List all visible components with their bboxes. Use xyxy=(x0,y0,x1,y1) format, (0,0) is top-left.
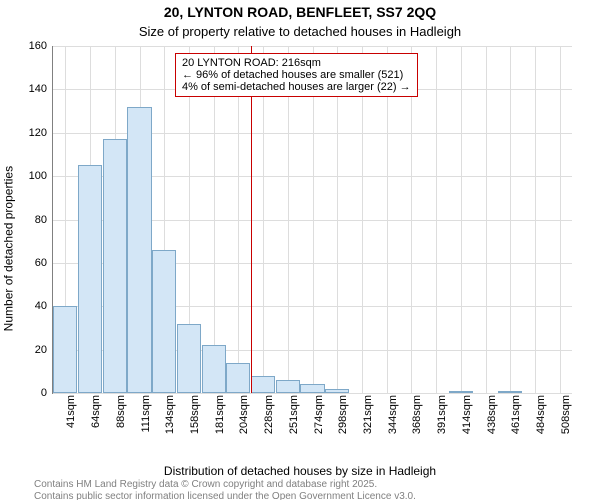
histogram-bar xyxy=(53,306,77,393)
y-tick-label: 60 xyxy=(35,257,53,269)
x-tick-label: 251sqm xyxy=(288,395,300,434)
y-tick-label: 80 xyxy=(35,214,53,226)
x-gridline xyxy=(486,46,487,393)
histogram-bar xyxy=(152,250,176,393)
histogram-bar xyxy=(498,391,522,393)
histogram-bar xyxy=(226,363,250,393)
y-tick-label: 40 xyxy=(35,300,53,312)
x-tick-label: 64sqm xyxy=(90,395,102,428)
x-tick-label: 111sqm xyxy=(140,395,152,433)
annotation-line: ← 96% of detached houses are smaller (52… xyxy=(182,69,411,81)
x-tick-label: 88sqm xyxy=(115,395,127,428)
x-tick-label: 298sqm xyxy=(337,395,349,434)
x-gridline xyxy=(263,46,264,393)
x-tick-label: 438sqm xyxy=(486,395,498,434)
x-gridline xyxy=(288,46,289,393)
x-gridline xyxy=(387,46,388,393)
y-tick-label: 0 xyxy=(41,387,53,399)
x-tick-label: 461sqm xyxy=(510,395,522,434)
y-tick-label: 120 xyxy=(29,127,53,139)
x-gridline xyxy=(535,46,536,393)
annotation-line: 4% of semi-detached houses are larger (2… xyxy=(182,81,411,93)
histogram-bar xyxy=(78,165,102,393)
x-tick-label: 41sqm xyxy=(65,395,77,428)
chart-title-main: 20, LYNTON ROAD, BENFLEET, SS7 2QQ xyxy=(0,4,600,20)
y-tick-label: 160 xyxy=(29,40,53,52)
chart-title-sub: Size of property relative to detached ho… xyxy=(0,24,600,39)
property-marker-line xyxy=(251,46,252,393)
histogram-bar xyxy=(276,380,300,393)
x-gridline xyxy=(362,46,363,393)
x-gridline xyxy=(337,46,338,393)
x-tick-label: 158sqm xyxy=(189,395,201,434)
histogram-bar xyxy=(325,389,349,393)
x-tick-label: 414sqm xyxy=(461,395,473,434)
x-gridline xyxy=(313,46,314,393)
y-tick-label: 140 xyxy=(29,83,53,95)
annotation-box: 20 LYNTON ROAD: 216sqm← 96% of detached … xyxy=(175,53,418,97)
histogram-bar xyxy=(449,391,473,393)
x-gridline xyxy=(560,46,561,393)
y-tick-label: 100 xyxy=(29,170,53,182)
histogram-bar xyxy=(127,107,151,393)
y-axis-label: Number of detached properties xyxy=(1,166,15,331)
annotation-line: 20 LYNTON ROAD: 216sqm xyxy=(182,57,411,69)
x-tick-label: 508sqm xyxy=(560,395,572,434)
x-tick-label: 204sqm xyxy=(238,395,250,434)
x-tick-label: 368sqm xyxy=(411,395,423,434)
x-tick-label: 274sqm xyxy=(313,395,325,434)
y-tick-label: 20 xyxy=(35,344,53,356)
x-gridline xyxy=(510,46,511,393)
histogram-bar xyxy=(177,324,201,393)
histogram-bar xyxy=(251,376,275,393)
x-gridline xyxy=(411,46,412,393)
x-tick-label: 228sqm xyxy=(263,395,275,434)
x-gridline xyxy=(436,46,437,393)
histogram-bar xyxy=(103,139,127,393)
x-tick-label: 181sqm xyxy=(214,395,226,434)
x-gridline xyxy=(461,46,462,393)
footer-attribution-2: Contains public sector information licen… xyxy=(34,491,416,500)
x-tick-label: 134sqm xyxy=(164,395,176,434)
x-axis-label: Distribution of detached houses by size … xyxy=(0,464,600,478)
histogram-bar xyxy=(300,384,324,393)
x-gridline xyxy=(214,46,215,393)
x-tick-label: 321sqm xyxy=(362,395,374,434)
x-tick-label: 391sqm xyxy=(436,395,448,434)
y-gridline xyxy=(53,393,572,394)
x-tick-label: 484sqm xyxy=(535,395,547,434)
histogram-bar xyxy=(202,345,226,393)
plot-area: 02040608010012014016041sqm64sqm88sqm111s… xyxy=(52,46,572,394)
footer-attribution-1: Contains HM Land Registry data © Crown c… xyxy=(34,479,377,490)
x-tick-label: 344sqm xyxy=(387,395,399,434)
x-gridline xyxy=(238,46,239,393)
